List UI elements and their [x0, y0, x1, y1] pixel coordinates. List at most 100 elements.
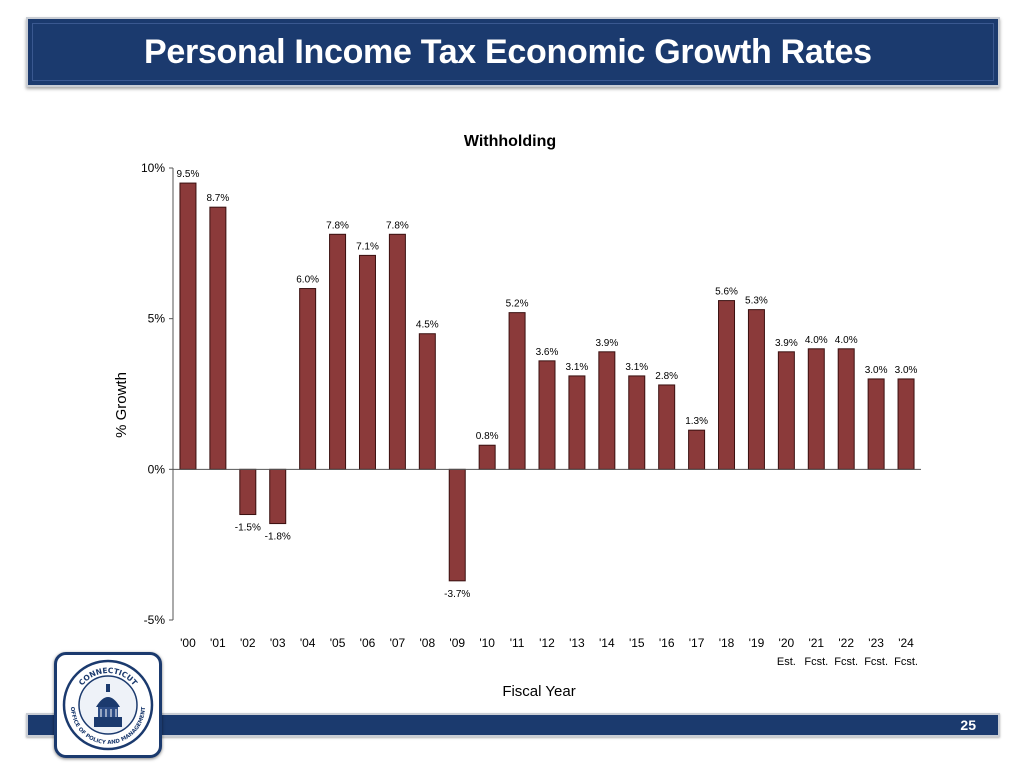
- bars: [179, 182, 915, 582]
- chart-title: Withholding: [464, 133, 556, 150]
- bar: [478, 444, 496, 470]
- x-tick-label: '04: [300, 636, 316, 650]
- bar: [179, 182, 197, 470]
- axes: [172, 168, 921, 620]
- x-tick-label: '13: [569, 636, 585, 650]
- title-banner-border: [32, 23, 994, 81]
- data-label: 7.8%: [326, 220, 349, 231]
- x-tick-label: '18: [719, 636, 735, 650]
- bar: [658, 384, 676, 470]
- opm-seal-logo: CONNECTICUT OFFICE OF POLICY AND MANAGEM…: [54, 652, 162, 758]
- bar: [837, 348, 855, 470]
- data-label: 4.5%: [416, 320, 439, 331]
- footer-bar: 25: [26, 713, 1000, 737]
- x-tick-label: '02: [240, 636, 256, 650]
- bar: [777, 351, 795, 470]
- data-labels: 9.5% 8.7% -1.5% -1.8% 6.0% 7.8% 7.1% 7.8% 4.5% -3…: [177, 169, 918, 600]
- data-label: 8.7%: [206, 193, 229, 204]
- x-tick-label: '07: [390, 636, 406, 650]
- y-tick-label: 10%: [141, 161, 165, 175]
- data-label: -1.5%: [235, 523, 261, 534]
- data-label: 3.0%: [865, 365, 888, 376]
- bar: [388, 233, 406, 470]
- bar: [448, 468, 466, 582]
- seal-icon: CONNECTICUT OFFICE OF POLICY AND MANAGEM…: [62, 659, 154, 751]
- x-tick-label: '01: [210, 636, 226, 650]
- bar: [897, 378, 915, 470]
- x-tick-sublabel: Fcst.: [894, 656, 918, 668]
- y-tick-label: -5%: [144, 613, 166, 627]
- data-label: 7.1%: [356, 241, 379, 252]
- data-label: 3.6%: [536, 347, 559, 358]
- x-tick-label: '24: [898, 636, 914, 650]
- x-axis-label: Fiscal Year: [502, 683, 575, 700]
- x-tick-sublabel: Est.: [777, 656, 796, 668]
- y-tick-label: 5%: [148, 312, 166, 326]
- x-tick-label: '22: [838, 636, 854, 650]
- x-tick-label: '06: [360, 636, 376, 650]
- data-label: 4.0%: [805, 335, 828, 346]
- x-tick-label: '14: [599, 636, 615, 650]
- x-tick-label: '09: [449, 636, 465, 650]
- data-label: 9.5%: [177, 169, 200, 180]
- data-label: 0.8%: [476, 431, 499, 442]
- x-tick-label: '21: [808, 636, 824, 650]
- withholding-bar-chart: Withholding % Growth Fiscal Year 10% 5% 0%…: [113, 133, 921, 700]
- x-tick-label: '23: [868, 636, 884, 650]
- page-title: Personal Income Tax Economic Growth Rate…: [144, 33, 872, 71]
- bar: [718, 300, 736, 470]
- data-label: 5.3%: [745, 296, 768, 307]
- x-tick-label: '11: [510, 636, 525, 650]
- bar: [418, 333, 436, 470]
- x-tick-label: '17: [689, 636, 705, 650]
- data-label: 1.3%: [685, 416, 708, 427]
- x-tick-label: '20: [779, 636, 795, 650]
- x-axis-ticks: '00 '01 '02 '03 '04 '05 '06 '07 '08 '09 '10 '11 '12 '…: [180, 636, 918, 668]
- data-label: 3.9%: [595, 338, 618, 349]
- x-tick-label: '10: [479, 636, 495, 650]
- bar: [299, 288, 317, 470]
- bar: [598, 351, 616, 470]
- data-label: 2.8%: [655, 371, 678, 382]
- data-label: 5.2%: [506, 299, 529, 310]
- bar: [628, 375, 646, 470]
- data-label: 3.1%: [625, 362, 648, 373]
- x-tick-sublabel: Fcst.: [864, 656, 888, 668]
- data-label: 3.1%: [566, 362, 589, 373]
- bar: [807, 348, 825, 470]
- data-label: 7.8%: [386, 220, 409, 231]
- bar: [747, 309, 765, 470]
- data-label: 5.6%: [715, 287, 738, 298]
- data-label: 6.0%: [296, 275, 319, 286]
- data-label: -1.8%: [265, 532, 291, 543]
- x-tick-label: '16: [659, 636, 675, 650]
- y-axis-label: % Growth: [113, 372, 130, 438]
- y-axis-ticks: 10% 5% 0% -5%: [141, 161, 173, 627]
- x-tick-label: '00: [180, 636, 196, 650]
- y-tick-label: 0%: [148, 462, 166, 476]
- x-tick-label: '03: [270, 636, 286, 650]
- data-label: -3.7%: [444, 589, 470, 600]
- bar: [239, 468, 257, 516]
- bar: [538, 360, 556, 470]
- data-label: 3.9%: [775, 338, 798, 349]
- x-tick-label: '08: [419, 636, 435, 650]
- bar: [329, 233, 347, 470]
- data-label: 3.0%: [895, 365, 918, 376]
- bar: [568, 375, 586, 470]
- data-label: 4.0%: [835, 335, 858, 346]
- bar: [867, 378, 885, 470]
- x-tick-label: '12: [539, 636, 555, 650]
- x-tick-label: '05: [330, 636, 346, 650]
- page-number: 25: [960, 717, 976, 733]
- bar: [358, 254, 376, 470]
- x-tick-sublabel: Fcst.: [804, 656, 828, 668]
- bar: [688, 429, 706, 470]
- bar: [209, 206, 227, 470]
- bar: [269, 468, 287, 525]
- x-tick-label: '19: [749, 636, 765, 650]
- bar: [508, 312, 526, 470]
- x-tick-label: '15: [629, 636, 645, 650]
- title-banner: Personal Income Tax Economic Growth Rate…: [26, 17, 1000, 87]
- x-tick-sublabel: Fcst.: [834, 656, 858, 668]
